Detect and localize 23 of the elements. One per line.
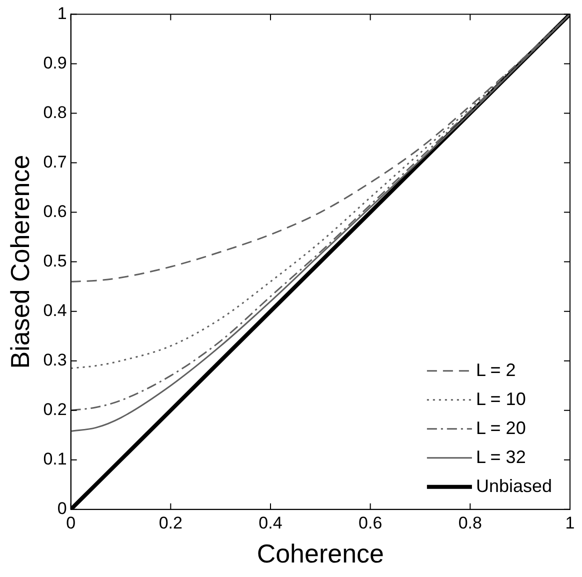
y-tick-label: 0.6 [43, 202, 67, 221]
x-tick-label: 0.4 [258, 513, 282, 532]
x-axis-title: Coherence [256, 538, 384, 569]
y-axis-title: Biased Coherence [4, 154, 35, 369]
y-tick-label: 0.4 [43, 301, 67, 320]
y-tick-label: 0.9 [43, 53, 67, 72]
legend-label: Unbiased [476, 476, 552, 496]
x-tick-label: 0.8 [458, 513, 482, 532]
x-tick-label: 1 [565, 513, 575, 532]
legend-label: L = 2 [476, 360, 516, 380]
y-tick-label: 0.7 [43, 152, 67, 172]
y-tick-label: 0 [57, 499, 67, 518]
y-tick-label: 1 [57, 4, 67, 23]
x-tick-label: 0.2 [158, 513, 182, 532]
legend-label: L = 20 [476, 418, 526, 438]
y-tick-label: 0.8 [43, 102, 67, 122]
legend-label: L = 10 [476, 388, 526, 409]
y-tick-label: 0.2 [43, 400, 67, 420]
x-tick-label: 0.6 [358, 513, 382, 532]
y-tick-label: 0.5 [43, 251, 67, 270]
y-tick-label: 0.1 [43, 450, 67, 469]
y-tick-label: 0.3 [43, 350, 67, 370]
legend-label: L = 32 [476, 446, 526, 467]
